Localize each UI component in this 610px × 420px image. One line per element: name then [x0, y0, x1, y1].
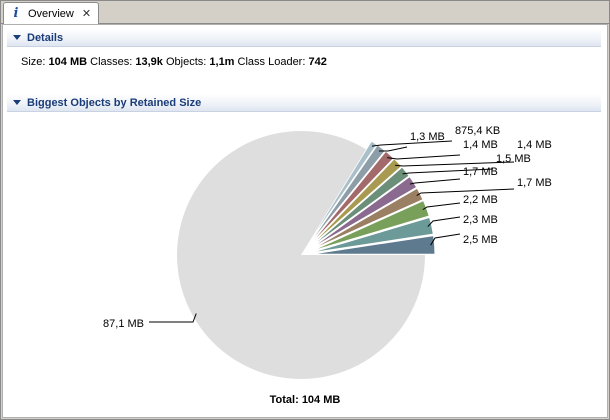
pie-leader-line [395, 161, 515, 167]
pie-slice-label: 875,4 KB [455, 125, 500, 137]
pie-slice-label: 1,7 MB [517, 177, 552, 189]
biggest-objects-section-header[interactable]: Biggest Objects by Retained Size [7, 94, 601, 112]
pie-leader-line [409, 178, 461, 185]
chevron-down-icon[interactable] [13, 35, 21, 40]
pie-slice[interactable] [308, 166, 410, 250]
pie-slice-label: 1,4 MB [463, 139, 498, 151]
pie-leader-line [416, 188, 515, 197]
pie-leader-line [422, 202, 461, 211]
pie-total-label: Total: 104 MB [269, 394, 341, 406]
pie-leader-line [430, 233, 461, 246]
pie-slice-label: 1,7 MB [463, 166, 498, 178]
pie-leader-line [149, 313, 197, 323]
size-label: Size: [21, 56, 46, 68]
objects-value: 1,1m [209, 56, 235, 68]
pie-slice-label: 87,1 MB [103, 318, 144, 330]
pie-slice-label: 2,5 MB [463, 234, 498, 246]
pie-slice[interactable] [309, 175, 418, 250]
tab-overview[interactable]: i Overview ✕ [3, 2, 99, 24]
pie-slice[interactable] [176, 130, 425, 379]
pie-slice-label: 1,4 MB [517, 139, 552, 151]
details-section-title: Details [27, 31, 64, 44]
info-icon: i [13, 5, 19, 21]
classloader-value: 742 [308, 56, 327, 68]
biggest-objects-section-title: Biggest Objects by Retained Size [27, 96, 202, 109]
classloader-label: Class Loader: [237, 56, 306, 68]
pie-slice-label: 1,3 MB [410, 131, 445, 143]
overview-content: Details Size: 104 MB Classes: 13,9k Obje… [2, 24, 608, 418]
objects-label: Objects: [165, 56, 207, 68]
pie-leader-line [427, 216, 461, 227]
pie-slice-label: 2,2 MB [463, 194, 498, 206]
details-summary: Size: 104 MB Classes: 13,9k Objects: 1,1… [21, 56, 327, 68]
chevron-down-icon[interactable] [13, 100, 21, 105]
pie-slice-label: 1,5 MB [496, 153, 531, 165]
pie-slice-label: 2,3 MB [463, 214, 498, 226]
classes-value: 13,9k [135, 56, 163, 68]
pie-slice[interactable] [306, 140, 378, 247]
pie-slice[interactable] [310, 216, 434, 254]
pie-leader-line [378, 146, 408, 152]
tab-bar: i Overview ✕ [1, 1, 609, 24]
pie-leader-line [387, 154, 461, 160]
retained-size-pie-chart: 2,5 MB2,3 MB2,2 MB1,7 MB1,7 MB1,5 MB1,4 … [103, 125, 552, 379]
pie-leader-line [402, 168, 494, 175]
size-value: 104 MB [48, 56, 88, 68]
tab-label: Overview [28, 7, 74, 20]
details-section-header[interactable]: Details [7, 29, 601, 47]
classes-label: Classes: [90, 56, 133, 68]
pie-slice[interactable] [310, 235, 436, 255]
close-icon[interactable]: ✕ [81, 7, 92, 20]
pie-leader-line [371, 140, 453, 147]
pie-slice[interactable] [310, 199, 430, 252]
